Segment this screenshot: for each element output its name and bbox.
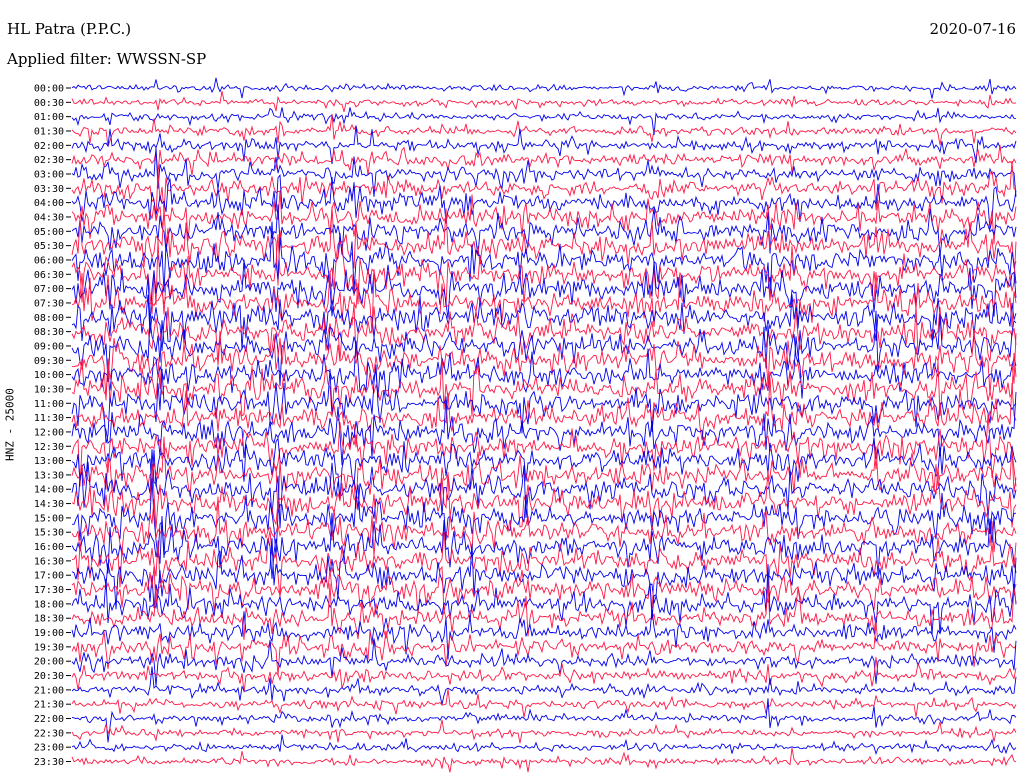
seismic-trace-2230 — [71, 719, 1017, 744]
seismic-trace-0330 — [71, 160, 1017, 219]
time-tick-label: 00:00 — [34, 84, 64, 95]
time-tick-label: 22:00 — [34, 714, 64, 725]
seismic-trace-1200 — [71, 391, 1017, 465]
seismic-trace-1900 — [71, 609, 1017, 660]
time-tick-label: 17:00 — [34, 571, 64, 582]
seismic-trace-1600 — [71, 512, 1017, 579]
time-tick-label: 18:30 — [34, 614, 64, 625]
seismic-trace-1430 — [71, 463, 1017, 529]
seismic-trace-0400 — [71, 173, 1017, 230]
time-tick-label: 06:00 — [34, 255, 64, 266]
seismic-trace-1800 — [71, 563, 1017, 636]
seismic-trace-2000 — [71, 638, 1017, 687]
time-tick-label: 02:00 — [34, 141, 64, 152]
seismic-trace-1500 — [71, 478, 1017, 558]
seismic-trace-1100 — [71, 364, 1017, 444]
seismic-trace-0000 — [71, 77, 1017, 99]
time-tick-label: 05:30 — [34, 241, 64, 252]
time-tick-label: 13:30 — [34, 470, 64, 481]
time-tick-label: 21:30 — [34, 700, 64, 711]
seismic-trace-0700 — [71, 259, 1017, 329]
seismic-trace-0130 — [71, 113, 1017, 147]
time-tick-label: 19:00 — [34, 628, 64, 639]
time-tick-label: 01:00 — [34, 112, 64, 123]
time-tick-label: 22:30 — [34, 728, 64, 739]
time-tick-label: 16:30 — [34, 556, 64, 567]
seismic-trace-0730 — [71, 269, 1017, 334]
seismic-trace-1700 — [71, 538, 1017, 610]
time-tick-label: 14:30 — [34, 499, 64, 510]
seismic-trace-1830 — [71, 583, 1017, 640]
seismic-trace-0600 — [71, 221, 1017, 301]
time-tick-label: 05:00 — [34, 227, 64, 238]
time-tick-label: 15:30 — [34, 528, 64, 539]
station-title: HL Patra (P.P.C.) — [7, 20, 132, 38]
seismic-trace-0930 — [71, 329, 1017, 401]
time-tick-label: 11:00 — [34, 399, 64, 410]
date-label: 2020-07-16 — [929, 20, 1016, 38]
filter-label: Applied filter: WWSSN-SP — [7, 50, 207, 68]
time-tick-label: 15:00 — [34, 513, 64, 524]
time-tick-label: 04:30 — [34, 212, 64, 223]
time-tick-label: 23:30 — [34, 757, 64, 768]
time-tick-label: 11:30 — [34, 413, 64, 424]
seismic-trace-0230 — [71, 145, 1017, 176]
seismic-trace-0430 — [71, 190, 1017, 245]
seismic-trace-0300 — [71, 147, 1017, 197]
time-tick-label: 06:30 — [34, 270, 64, 281]
time-tick-label: 08:30 — [34, 327, 64, 338]
seismic-trace-0530 — [71, 206, 1017, 286]
seismic-trace-0800 — [71, 294, 1017, 352]
time-tick-label: 03:00 — [34, 169, 64, 180]
time-tick-label: 04:00 — [34, 198, 64, 209]
seismic-trace-0830 — [71, 304, 1017, 366]
seismic-trace-0030 — [71, 91, 1017, 113]
seismic-trace-2030 — [71, 657, 1017, 693]
time-tick-label: 07:00 — [34, 284, 64, 295]
seismic-trace-2330 — [71, 748, 1017, 773]
seismic-trace-0500 — [71, 204, 1017, 257]
seismic-trace-1300 — [71, 436, 1017, 501]
seismic-trace-1000 — [71, 336, 1017, 399]
seismic-trace-1400 — [71, 449, 1017, 529]
seismic-trace-2100 — [71, 666, 1017, 705]
seismic-trace-1930 — [71, 622, 1017, 676]
seismic-trace-1530 — [71, 496, 1017, 557]
seismic-trace-1330 — [71, 436, 1017, 515]
seismic-trace-1030 — [71, 352, 1017, 417]
time-tick-label: 07:30 — [34, 298, 64, 309]
time-tick-label: 12:00 — [34, 427, 64, 438]
time-tick-label: 10:00 — [34, 370, 64, 381]
seismic-trace-2200 — [71, 698, 1017, 743]
seismic-trace-0100 — [71, 107, 1017, 136]
seismic-trace-1130 — [71, 377, 1017, 448]
time-tick-label: 02:30 — [34, 155, 64, 166]
seismic-trace-1730 — [71, 565, 1017, 615]
seismic-trace-0200 — [71, 125, 1017, 165]
time-tick-label: 01:30 — [34, 126, 64, 137]
seismic-trace-0900 — [71, 310, 1017, 386]
time-tick-label: 16:00 — [34, 542, 64, 553]
time-tick-label: 03:30 — [34, 184, 64, 195]
time-tick-label: 19:30 — [34, 642, 64, 653]
time-tick-label: 21:00 — [34, 685, 64, 696]
time-tick-label: 20:30 — [34, 671, 64, 682]
time-tick-label: 13:00 — [34, 456, 64, 467]
time-tick-label: 20:00 — [34, 657, 64, 668]
time-tick-label: 09:30 — [34, 356, 64, 367]
time-tick-label: 10:30 — [34, 384, 64, 395]
time-tick-label: 23:00 — [34, 743, 64, 754]
seismic-trace-2130 — [71, 689, 1017, 718]
time-tick-label: 09:00 — [34, 341, 64, 352]
seismic-trace-1230 — [71, 414, 1017, 487]
time-tick-label: 00:30 — [34, 98, 64, 109]
time-tick-label: 12:30 — [34, 442, 64, 453]
time-tick-label: 18:00 — [34, 599, 64, 610]
time-tick-label: 14:00 — [34, 485, 64, 496]
seismic-trace-1630 — [71, 530, 1017, 598]
seismic-trace-2300 — [71, 734, 1017, 755]
time-tick-label: 08:00 — [34, 313, 64, 324]
time-tick-label: 17:30 — [34, 585, 64, 596]
